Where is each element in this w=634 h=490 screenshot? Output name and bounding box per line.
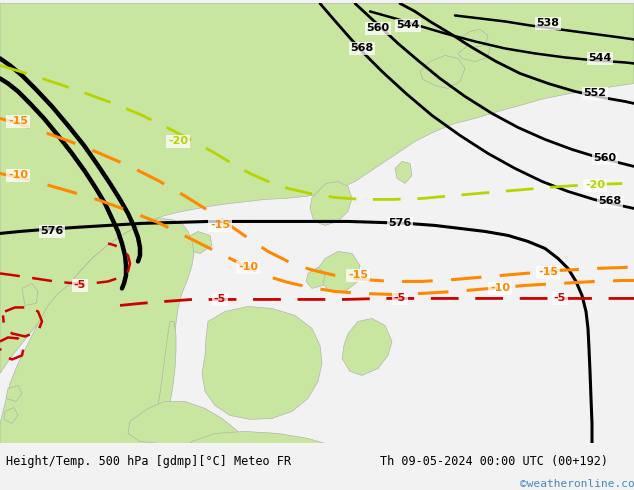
Polygon shape [458,42,490,61]
Text: -15: -15 [210,220,230,230]
Polygon shape [185,231,212,253]
Text: -15: -15 [538,268,558,277]
Polygon shape [460,29,488,48]
Text: -10: -10 [490,283,510,294]
Text: -5: -5 [214,294,226,304]
Polygon shape [202,306,322,419]
Polygon shape [306,268,325,289]
Text: -5: -5 [394,294,406,303]
Text: -5: -5 [74,280,86,291]
Text: -20: -20 [585,180,605,191]
Text: 538: 538 [536,19,559,28]
Text: Th 09-05-2024 00:00 UTC (00+192): Th 09-05-2024 00:00 UTC (00+192) [380,456,609,468]
Polygon shape [190,431,325,443]
Polygon shape [395,161,412,183]
Text: 568: 568 [598,196,621,206]
Polygon shape [310,181,352,225]
Polygon shape [156,321,176,443]
Text: 544: 544 [588,53,612,63]
Text: 568: 568 [351,44,373,53]
Text: 576: 576 [41,226,63,237]
Text: Height/Temp. 500 hPa [gdmp][°C] Meteo FR: Height/Temp. 500 hPa [gdmp][°C] Meteo FR [6,456,292,468]
Text: -15: -15 [348,270,368,280]
Text: -20: -20 [168,136,188,147]
Polygon shape [342,318,392,375]
Text: -5: -5 [554,294,566,303]
Polygon shape [128,401,238,443]
Polygon shape [22,283,38,305]
Text: 560: 560 [366,24,389,33]
Text: 544: 544 [396,21,420,30]
Text: ©weatheronline.co.uk: ©weatheronline.co.uk [520,479,634,489]
Text: -15: -15 [8,117,28,126]
Polygon shape [420,55,465,88]
Text: -10: -10 [238,263,258,272]
Text: -10: -10 [8,171,28,180]
Polygon shape [0,3,634,373]
Text: 552: 552 [583,88,607,98]
Polygon shape [6,386,22,401]
Polygon shape [318,251,360,292]
Polygon shape [4,408,18,423]
Text: 576: 576 [389,219,411,228]
Text: 560: 560 [593,153,616,164]
Polygon shape [0,219,194,443]
